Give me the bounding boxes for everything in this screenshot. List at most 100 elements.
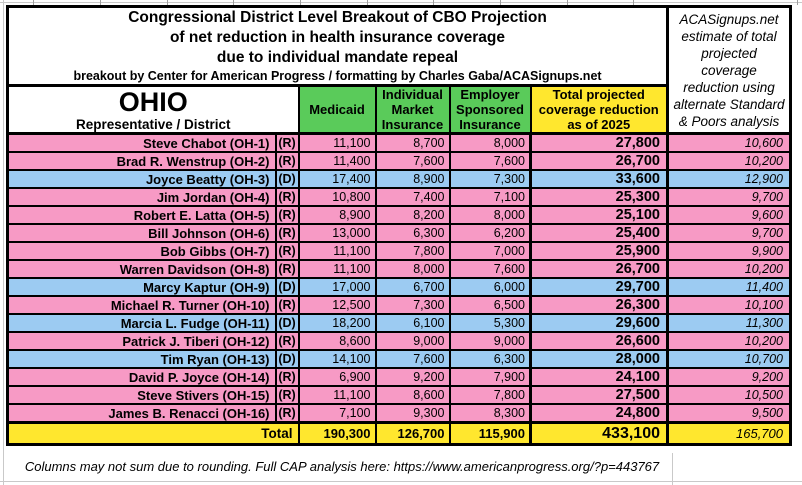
individual-market-value: 9,000 [374, 331, 451, 351]
district-rows: Steve Chabot (OH-1) (R) 11,100 8,700 8,0… [6, 132, 792, 424]
individual-market-value: 8,700 [374, 132, 451, 153]
district-row: Robert E. Latta (OH-5) (R) 8,900 8,200 8… [6, 205, 792, 225]
party-label: (D) [274, 169, 300, 189]
total-projected-value: 29,700 [529, 277, 669, 297]
district-row: David P. Joyce (OH-14) (R) 6,900 9,200 7… [6, 367, 792, 387]
party-label: (R) [274, 403, 300, 424]
medicaid-value: 17,400 [297, 169, 377, 189]
table-title: Congressional District Level Breakout of… [6, 5, 669, 87]
party-label: (R) [274, 205, 300, 225]
sp-estimate-value: 11,300 [666, 313, 792, 333]
medicaid-value: 8,900 [297, 205, 377, 225]
title-row: Congressional District Level Breakout of… [6, 5, 792, 135]
employer-sponsored-value: 7,300 [448, 169, 532, 189]
representative-name: Steve Chabot (OH-1) [6, 132, 277, 153]
gridline-tick [100, 0, 101, 5]
individual-market-value: 7,300 [374, 295, 451, 315]
total-individual-market-value: 126,700 [374, 421, 451, 446]
sp-estimate-value: 9,600 [666, 205, 792, 225]
gridline-below-table [672, 453, 673, 485]
gridline-tick [567, 0, 568, 5]
district-row: Michael R. Turner (OH-10) (R) 12,500 7,3… [6, 295, 792, 315]
sp-estimate-value: 10,100 [666, 295, 792, 315]
employer-sponsored-value: 5,300 [448, 313, 532, 333]
medicaid-value: 17,000 [297, 277, 377, 297]
district-row: Bob Gibbs (OH-7) (R) 11,100 7,800 7,000 … [6, 241, 792, 261]
individual-market-value: 6,700 [374, 277, 451, 297]
district-row: James B. Renacci (OH-16) (R) 7,100 9,300… [6, 403, 792, 424]
party-label: (R) [274, 132, 300, 153]
individual-market-value: 6,100 [374, 313, 451, 333]
sp-estimate-value: 10,600 [666, 132, 792, 153]
medicaid-value: 11,400 [297, 151, 377, 171]
party-label: (D) [274, 349, 300, 369]
sp-estimate-note: ACASignups.net estimate of total project… [666, 5, 792, 135]
employer-sponsored-value: 7,900 [448, 367, 532, 387]
party-label: (R) [274, 241, 300, 261]
party-label: (R) [274, 187, 300, 207]
medicaid-value: 8,600 [297, 331, 377, 351]
district-row: Patrick J. Tiberi (OH-12) (R) 8,600 9,00… [6, 331, 792, 351]
representative-name: Bob Gibbs (OH-7) [6, 241, 277, 261]
total-projected-value: 24,800 [529, 403, 669, 424]
medicaid-value: 10,800 [297, 187, 377, 207]
representative-name: Marcia L. Fudge (OH-11) [6, 313, 277, 333]
individual-market-value: 7,800 [374, 241, 451, 261]
column-header-medicaid: Medicaid [297, 84, 377, 135]
representative-name: David P. Joyce (OH-14) [6, 367, 277, 387]
sp-estimate-value: 10,200 [666, 259, 792, 279]
representative-name: Michael R. Turner (OH-10) [6, 295, 277, 315]
total-projected-value: 25,300 [529, 187, 669, 207]
medicaid-value: 18,200 [297, 313, 377, 333]
representative-name: Steve Stivers (OH-15) [6, 385, 277, 405]
employer-sponsored-value: 8,000 [448, 205, 532, 225]
gridline-tick [300, 0, 301, 5]
sp-estimate-value: 11,400 [666, 277, 792, 297]
state-name: OHIO [118, 86, 188, 117]
district-row: Marcia L. Fudge (OH-11) (D) 18,200 6,100… [6, 313, 792, 333]
employer-sponsored-value: 7,100 [448, 187, 532, 207]
gridline-left [3, 0, 4, 485]
gridline-top [0, 2, 802, 3]
employer-sponsored-value: 8,300 [448, 403, 532, 424]
gridline-tick [33, 0, 34, 5]
employer-sponsored-value: 6,000 [448, 277, 532, 297]
employer-sponsored-value: 7,600 [448, 151, 532, 171]
employer-sponsored-value: 9,000 [448, 331, 532, 351]
individual-market-value: 8,600 [374, 385, 451, 405]
party-label: (R) [274, 385, 300, 405]
individual-market-value: 6,300 [374, 223, 451, 243]
medicaid-value: 12,500 [297, 295, 377, 315]
party-label: (R) [274, 367, 300, 387]
total-employer-sponsored-value: 115,900 [448, 421, 532, 446]
representative-name: James B. Renacci (OH-16) [6, 403, 277, 424]
state-sublabel: Representative / District [75, 116, 231, 132]
total-sp-estimate-value: 165,700 [666, 421, 792, 446]
party-label: (R) [274, 331, 300, 351]
total-projected-value: 29,600 [529, 313, 669, 333]
total-row: Total 190,300 126,700 115,900 433,100 16… [6, 421, 792, 446]
medicaid-value: 6,900 [297, 367, 377, 387]
sp-estimate-value: 9,700 [666, 187, 792, 207]
total-projected-value: 27,800 [529, 132, 669, 153]
district-row: Joyce Beatty (OH-3) (D) 17,400 8,900 7,3… [6, 169, 792, 189]
representative-name: Patrick J. Tiberi (OH-12) [6, 331, 277, 351]
gridline-tick [367, 0, 368, 5]
party-label: (D) [274, 313, 300, 333]
total-projected-value: 25,100 [529, 205, 669, 225]
sp-estimate-value: 10,700 [666, 349, 792, 369]
medicaid-value: 11,100 [297, 385, 377, 405]
individual-market-value: 7,600 [374, 151, 451, 171]
column-header-individual-market: Individual Market Insurance [374, 84, 451, 135]
district-row: Tim Ryan (OH-13) (D) 14,100 7,600 6,300 … [6, 349, 792, 369]
total-projected-value: 27,500 [529, 385, 669, 405]
title-line-1: Congressional District Level Breakout of… [128, 9, 547, 26]
gridline-tick [633, 0, 634, 5]
title-byline: breakout by Center for American Progress… [73, 69, 602, 83]
sp-estimate-value: 10,200 [666, 331, 792, 351]
employer-sponsored-value: 8,000 [448, 132, 532, 153]
party-label: (R) [274, 223, 300, 243]
medicaid-value: 11,100 [297, 132, 377, 153]
representative-name: Bill Johnson (OH-6) [6, 223, 277, 243]
total-projected-grand-value: 433,100 [529, 421, 669, 446]
